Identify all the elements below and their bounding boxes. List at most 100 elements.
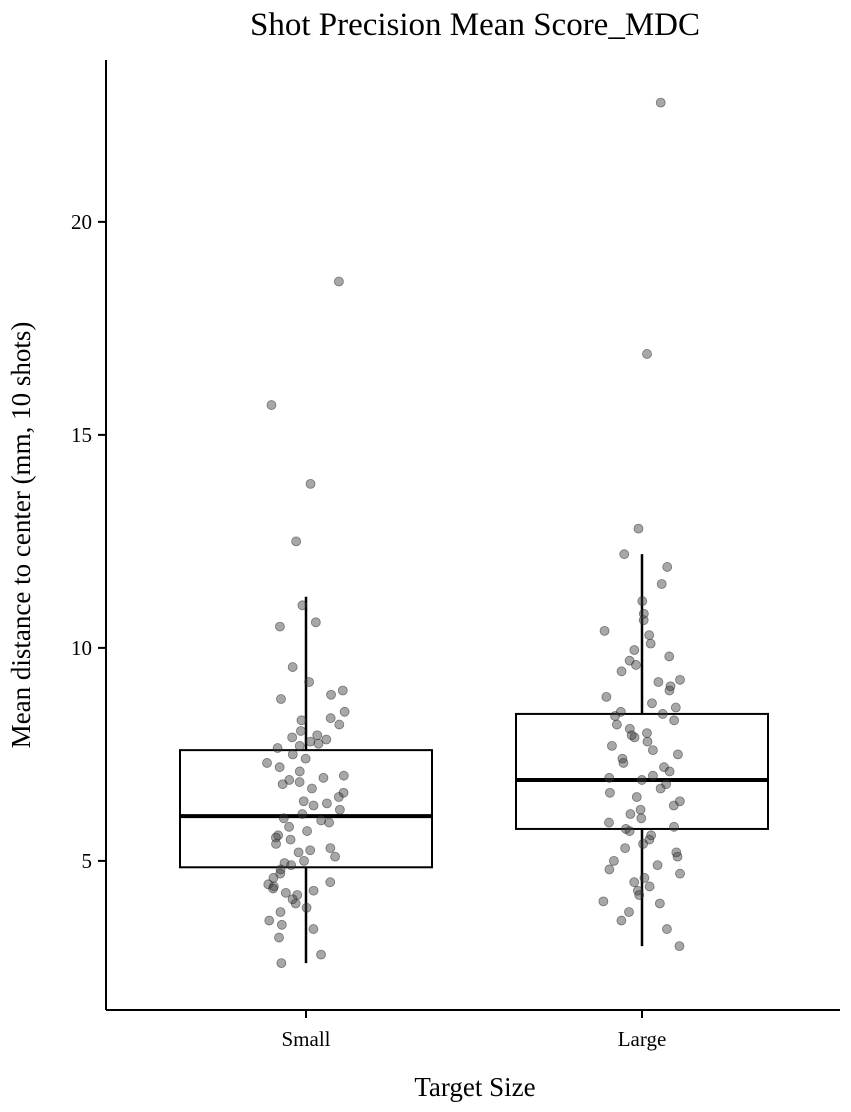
point-large-23: [670, 702, 681, 713]
point-large-71: [634, 890, 645, 900]
point-small-19: [321, 734, 332, 745]
point-small-55: [299, 855, 309, 866]
point-small-42: [278, 813, 289, 824]
point-small-2: [305, 478, 316, 489]
box-small: [179, 596, 433, 964]
point-small-70: [301, 902, 312, 913]
point-large-38: [618, 758, 629, 768]
point-large-42: [604, 772, 615, 783]
point-large-64: [652, 860, 663, 871]
point-small-51: [325, 843, 336, 854]
point-small-15: [334, 719, 345, 730]
point-large-77: [674, 941, 685, 951]
point-large-11: [645, 638, 656, 649]
point-small-52: [305, 845, 316, 856]
point-small-27: [274, 762, 285, 773]
point-small-73: [276, 919, 287, 930]
point-large-52: [636, 813, 647, 824]
point-large-72: [598, 896, 609, 907]
point-small-28: [294, 766, 305, 777]
point-large-45: [655, 783, 666, 794]
x-tick-label-large: Large: [618, 1027, 667, 1051]
point-large-66: [675, 868, 685, 879]
point-large-36: [673, 749, 683, 760]
point-large-30: [642, 728, 652, 738]
point-large-69: [644, 881, 655, 892]
point-large-51: [625, 809, 636, 819]
point-large-0: [655, 97, 666, 108]
point-large-27: [669, 715, 680, 726]
point-small-44: [324, 817, 334, 828]
point-large-32: [629, 732, 640, 743]
point-large-73: [654, 898, 665, 909]
point-small-3: [291, 536, 302, 547]
point-large-2: [633, 523, 644, 534]
point-large-9: [599, 625, 610, 636]
point-small-74: [308, 924, 319, 934]
point-large-49: [668, 800, 679, 811]
x-tick-label-small: Small: [281, 1027, 330, 1051]
point-large-56: [624, 826, 635, 836]
point-large-50: [635, 804, 646, 815]
point-small-65: [308, 885, 319, 896]
point-large-59: [638, 838, 648, 849]
point-large-5: [656, 579, 667, 589]
point-large-76: [662, 924, 672, 934]
point-small-0: [333, 276, 344, 287]
point-small-6: [275, 621, 285, 632]
point-small-60: [268, 873, 279, 883]
point-small-26: [262, 758, 272, 768]
point-small-61: [325, 877, 336, 888]
point-small-16: [295, 726, 306, 736]
point-small-53: [293, 847, 304, 858]
point-small-50: [271, 838, 281, 849]
point-large-54: [669, 821, 679, 832]
point-small-25: [300, 753, 311, 764]
y-tick-label-5: 5: [82, 849, 93, 873]
point-small-14: [296, 715, 307, 726]
point-small-21: [313, 738, 324, 749]
point-large-20: [664, 685, 675, 696]
point-small-64: [268, 883, 278, 894]
point-small-9: [337, 685, 348, 696]
point-large-21: [601, 691, 612, 702]
point-small-17: [312, 730, 323, 741]
point-small-57: [286, 860, 297, 871]
point-large-40: [664, 766, 675, 777]
point-large-35: [647, 745, 658, 756]
point-large-4: [662, 562, 673, 572]
point-large-47: [631, 792, 642, 802]
point-small-76: [316, 949, 326, 960]
point-large-63: [608, 855, 619, 866]
point-small-45: [284, 821, 294, 832]
point-large-67: [639, 873, 650, 883]
point-small-46: [302, 826, 312, 836]
point-large-74: [624, 907, 634, 917]
point-small-29: [338, 770, 349, 781]
iqr-box-small: [179, 749, 433, 869]
point-small-72: [264, 915, 275, 926]
point-large-26: [610, 711, 620, 721]
point-large-12: [629, 645, 640, 655]
point-small-75: [274, 932, 284, 943]
point-small-69: [290, 898, 301, 909]
y-axis-label: Mean distance to center (mm, 10 shots): [6, 322, 36, 749]
point-small-40: [334, 804, 345, 815]
point-small-8: [304, 677, 314, 687]
point-small-33: [277, 779, 288, 790]
iqr-box-large: [515, 712, 769, 830]
chart-title: Shot Precision Mean Score_MDC: [250, 7, 700, 43]
point-small-36: [333, 792, 344, 802]
point-small-12: [339, 706, 350, 717]
point-small-39: [308, 800, 319, 811]
point-small-71: [275, 907, 286, 917]
point-large-33: [642, 736, 653, 747]
point-large-53: [604, 817, 614, 828]
y-tick-label-10: 10: [71, 636, 92, 660]
point-small-11: [276, 694, 286, 704]
point-small-77: [276, 958, 287, 969]
point-large-34: [607, 740, 617, 751]
point-small-66: [280, 887, 291, 898]
point-large-28: [611, 719, 622, 730]
